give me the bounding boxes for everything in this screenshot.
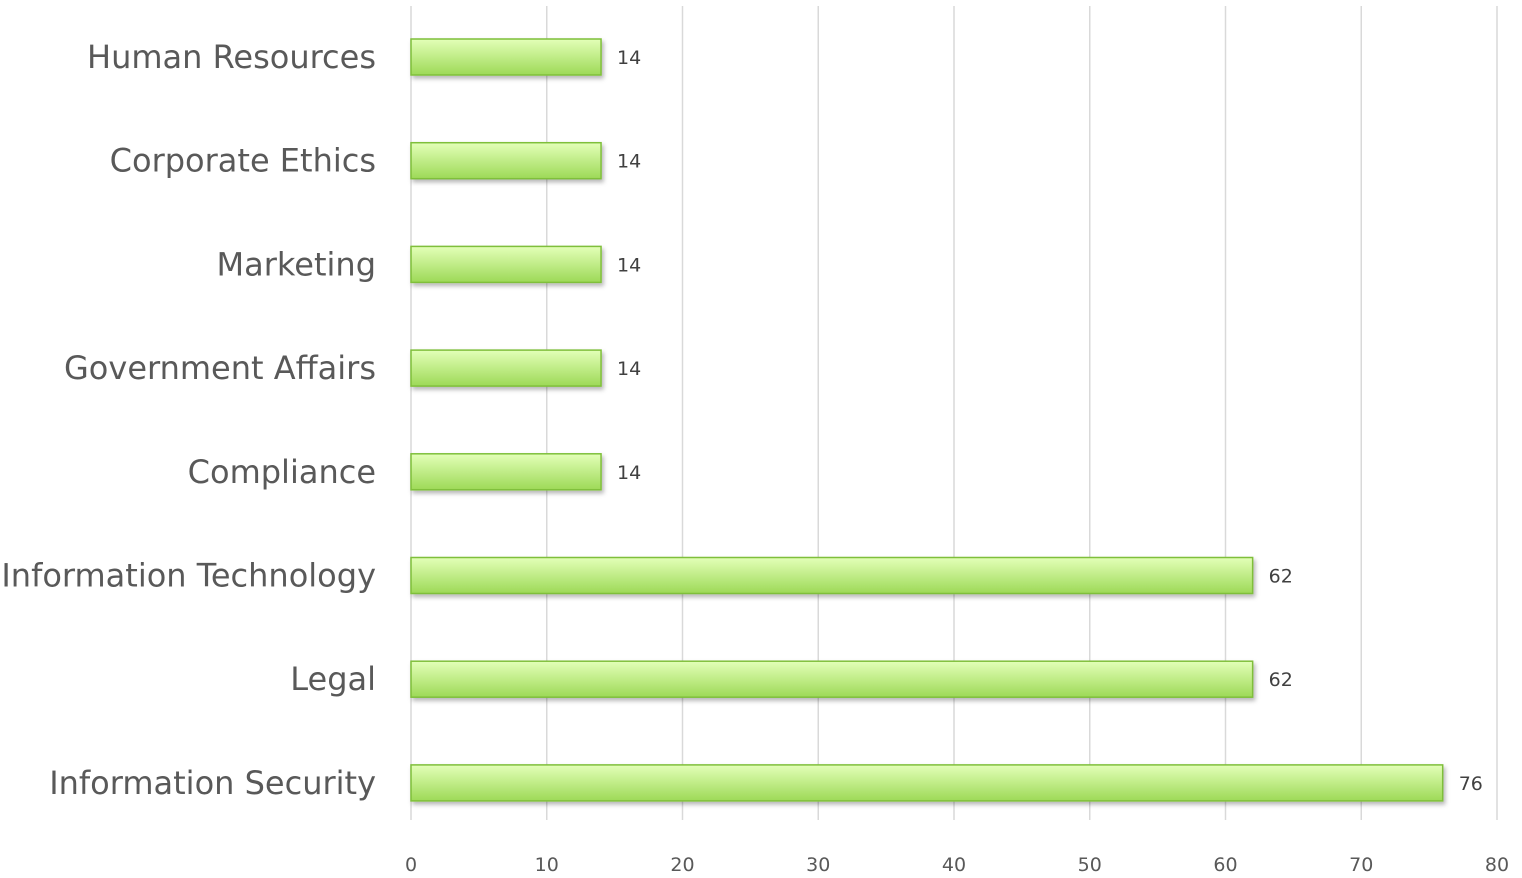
category-labels: Human Resources Corporate Ethics Marketing…	[1, 38, 376, 802]
x-tick-label: 50	[1078, 854, 1102, 876]
bar	[410, 660, 1254, 698]
data-label: 62	[1269, 669, 1293, 691]
category-label: Government Affairs	[64, 349, 376, 387]
bar	[410, 764, 1444, 802]
category-label: Information Technology	[1, 557, 376, 595]
data-labels: 14 14 14 14 14 62 62 76	[617, 47, 1483, 795]
bar	[410, 38, 602, 76]
data-label: 14	[617, 462, 641, 484]
data-label: 14	[617, 47, 641, 69]
x-tick-label: 10	[535, 854, 559, 876]
x-tick-label: 0	[405, 854, 417, 876]
category-label: Legal	[290, 660, 376, 698]
category-label: Corporate Ethics	[110, 142, 376, 180]
data-label: 62	[1269, 566, 1293, 588]
data-label: 14	[617, 151, 641, 173]
gridlines	[410, 6, 1498, 820]
data-label: 76	[1459, 773, 1483, 795]
bar	[410, 349, 602, 387]
bar	[410, 141, 602, 180]
bars	[410, 38, 1444, 802]
x-tick-label: 40	[942, 854, 966, 876]
x-tick-label: 30	[806, 854, 830, 876]
bar	[410, 245, 602, 284]
category-label: Marketing	[217, 245, 376, 283]
x-tick-label: 60	[1213, 854, 1237, 876]
category-label: Human Resources	[87, 38, 376, 76]
x-tick-label: 80	[1485, 854, 1509, 876]
bar	[410, 453, 602, 491]
x-axis-tick-labels: 0 10 20 30 40 50 60 70 80	[405, 854, 1509, 876]
category-label: Compliance	[188, 453, 376, 491]
x-tick-label: 70	[1349, 854, 1373, 876]
x-tick-label: 20	[670, 854, 694, 876]
bar	[410, 556, 1254, 595]
data-label: 14	[617, 358, 641, 380]
data-label: 14	[617, 254, 641, 276]
category-label: Information Security	[49, 764, 376, 802]
